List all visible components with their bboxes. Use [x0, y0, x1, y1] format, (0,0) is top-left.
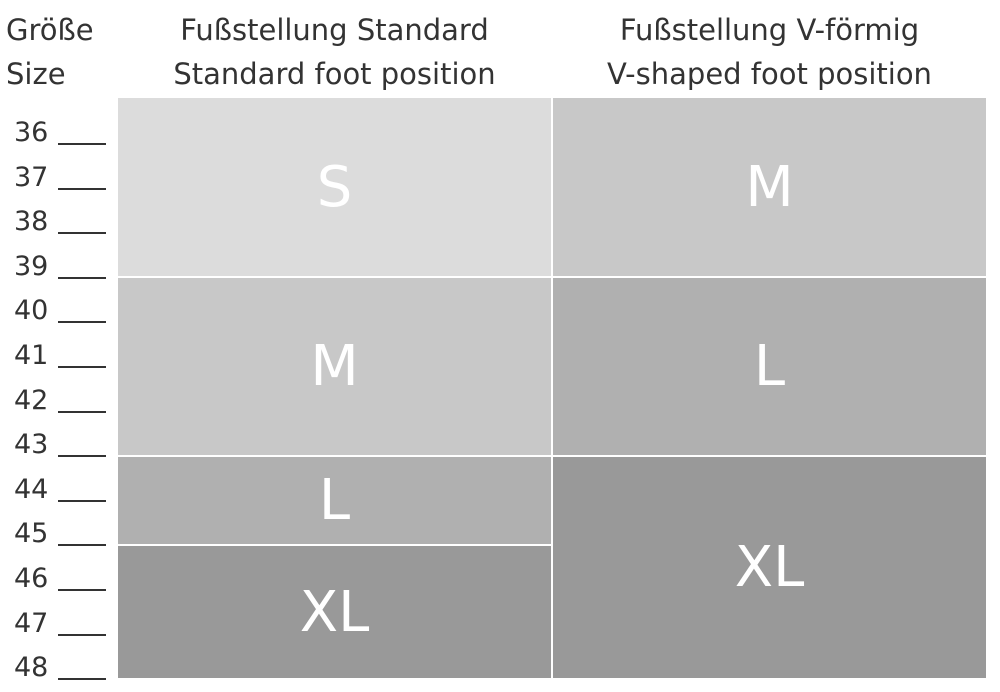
size-line [58, 321, 106, 324]
size-line [58, 187, 106, 190]
size-block: XL [118, 546, 551, 678]
size-number: 43 [14, 429, 49, 461]
size-block: M [118, 278, 551, 455]
column-title-de: Fußstellung Standard [180, 13, 489, 47]
size-block: L [553, 278, 986, 455]
size-number: 40 [14, 295, 49, 327]
size-line [58, 678, 106, 681]
size-number: 36 [14, 117, 49, 148]
size-number: 47 [14, 607, 49, 639]
column-title-en: V-shaped foot position [607, 57, 932, 91]
column-title-en: Standard foot position [173, 57, 496, 91]
size-line [58, 276, 106, 279]
size-line [58, 143, 106, 145]
size-number: 38 [14, 206, 49, 238]
size-number: 46 [14, 563, 49, 594]
size-block: XL [553, 457, 986, 678]
size-number: 45 [14, 518, 49, 550]
size-line [58, 544, 106, 547]
column-header: Fußstellung Standard Standard foot posit… [118, 8, 551, 96]
size-number: 42 [14, 384, 49, 416]
size-block: M [553, 98, 986, 276]
size-header: Größe Size [6, 8, 94, 96]
column-title-de: Fußstellung V-förmig [619, 13, 920, 47]
size-number: 41 [14, 340, 49, 371]
size-label-en: Size [6, 57, 66, 91]
size-line [58, 633, 106, 636]
size-label-de: Größe [6, 13, 94, 47]
size-line [58, 455, 106, 458]
size-line [58, 366, 106, 368]
size-number: 48 [14, 652, 49, 684]
size-number: 39 [14, 250, 49, 282]
size-line [58, 232, 106, 235]
size-line [58, 499, 106, 502]
size-line [58, 589, 106, 591]
size-line [58, 410, 106, 413]
size-block: L [118, 457, 551, 544]
size-number: 44 [14, 473, 49, 505]
size-block: S [118, 98, 551, 276]
column-header: Fußstellung V-förmig V-shaped foot posit… [553, 8, 986, 96]
size-number: 37 [14, 161, 49, 193]
